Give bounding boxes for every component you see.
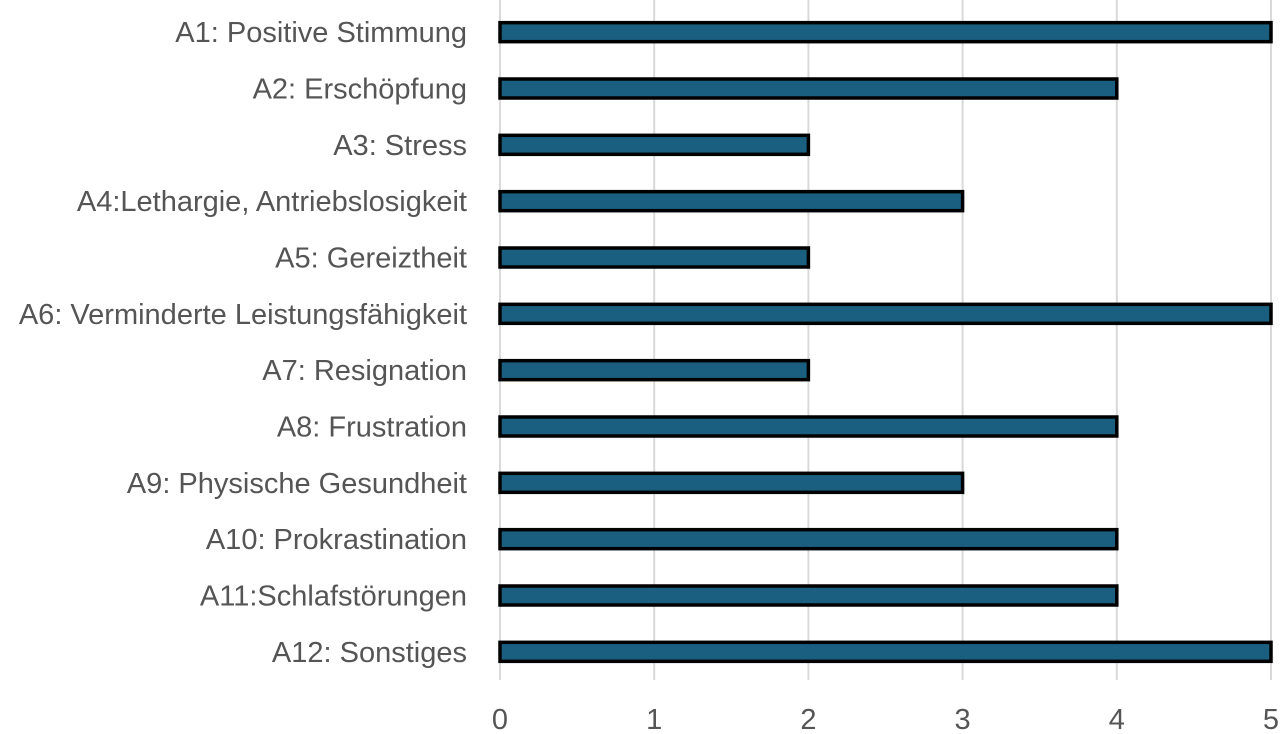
x-tick-label-0: 0 (492, 704, 508, 734)
bar-8 (498, 415, 1119, 438)
category-label-4: A4:Lethargie, Antriebslosigkeit (77, 186, 467, 218)
bar-9 (498, 471, 965, 495)
category-label-12: A12: Sonstiges (272, 637, 467, 669)
bar-11 (498, 584, 1119, 607)
bar-12 (498, 640, 1273, 664)
x-tick-label-2: 2 (800, 704, 816, 734)
bar-7 (498, 358, 811, 382)
category-labels: A1: Positive Stimmung A2: Erschöpfung A3: … (19, 17, 467, 669)
bar-5 (498, 246, 811, 269)
category-label-1: A1: Positive Stimmung (175, 17, 467, 49)
bar-1 (498, 20, 1273, 44)
category-label-7: A7: Resignation (262, 355, 467, 387)
category-label-6: A6: Verminderte Leistungsfähigkeit (19, 299, 467, 331)
x-tick-label-4: 4 (1109, 704, 1125, 734)
x-axis-ticks: 0 1 2 3 4 5 (492, 704, 1279, 734)
bar-10 (498, 527, 1119, 551)
bars (498, 20, 1273, 664)
bar-2 (498, 77, 1119, 100)
category-label-8: A8: Frustration (277, 412, 467, 444)
x-tick-label-1: 1 (646, 704, 662, 734)
category-label-5: A5: Gereiztheit (275, 243, 467, 275)
category-label-3: A3: Stress (333, 130, 467, 162)
x-tick-label-3: 3 (955, 704, 971, 734)
category-label-2: A2: Erschöpfung (253, 74, 467, 106)
bar-4 (498, 189, 965, 213)
category-label-9: A9: Physische Gesundheit (127, 468, 467, 500)
bar-3 (498, 133, 811, 157)
bar-6 (498, 302, 1273, 326)
x-tick-label-5: 5 (1263, 704, 1279, 734)
category-label-11: A11:Schlafstörungen (200, 581, 467, 613)
category-label-10: A10: Prokrastination (206, 524, 467, 556)
gridlines (499, 0, 1272, 680)
